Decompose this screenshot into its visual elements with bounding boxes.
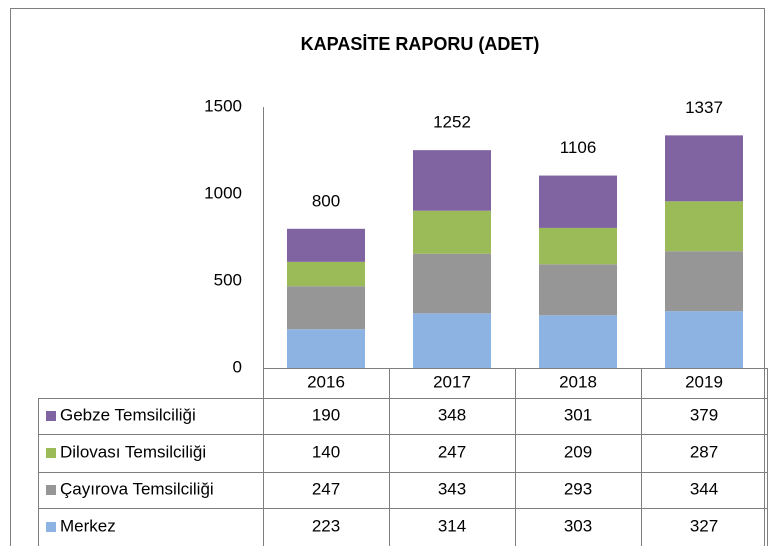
legend-swatch [46,448,56,458]
bar-segment [413,150,491,211]
legend-swatch [46,485,56,495]
x-tick-label: 2019 [685,372,723,391]
x-tick-label: 2016 [307,372,345,391]
bar-segment [539,227,617,265]
legend-label: Dilovası Temsilciliği [60,442,206,461]
bar-segment [665,311,743,368]
bar-segment [413,313,491,368]
y-tick-label: 1000 [204,183,242,202]
bar-segment [287,329,365,368]
table-value: 247 [438,442,466,461]
bar-segment [665,201,743,252]
table-value: 344 [690,479,718,498]
table-value: 303 [564,516,592,535]
y-tick-label: 1500 [204,96,242,115]
bar-segment [539,264,617,316]
bar-segment [539,175,617,228]
bar-segment [287,228,365,262]
legend-swatch [46,411,56,421]
table-value: 209 [564,442,592,461]
total-label: 800 [312,191,340,210]
total-label: 1337 [685,98,723,117]
bar-segment [287,261,365,287]
bar-segment [413,210,491,254]
y-tick-label: 0 [233,357,242,376]
table-value: 140 [312,442,340,461]
x-tick-label: 2017 [433,372,471,391]
table-value: 223 [312,516,340,535]
legend-label: Merkez [60,516,116,535]
table-value: 301 [564,405,592,424]
table-value: 343 [438,479,466,498]
table-value: 287 [690,442,718,461]
table-value: 247 [312,479,340,498]
chart-frame [10,8,765,546]
total-label: 1106 [560,138,597,157]
chart-title: KAPASİTE RAPORU (ADET) [301,34,540,54]
table-value: 190 [312,405,340,424]
legend-swatch [46,522,56,532]
bar-segment [665,135,743,202]
bar-segment [413,253,491,314]
bar-segment [665,251,743,312]
bar-segment [539,315,617,368]
table-value: 293 [564,479,592,498]
bar-segment [287,286,365,330]
y-tick-label: 500 [214,270,242,289]
table-value: 379 [690,405,718,424]
x-tick-label: 2018 [559,372,597,391]
table-value: 314 [438,516,466,535]
legend-label: Gebze Temsilciliği [60,405,196,424]
legend-label: Çayırova Temsilciliği [60,479,214,498]
table-value: 327 [690,516,718,535]
total-label: 1252 [433,113,471,132]
table-value: 348 [438,405,466,424]
